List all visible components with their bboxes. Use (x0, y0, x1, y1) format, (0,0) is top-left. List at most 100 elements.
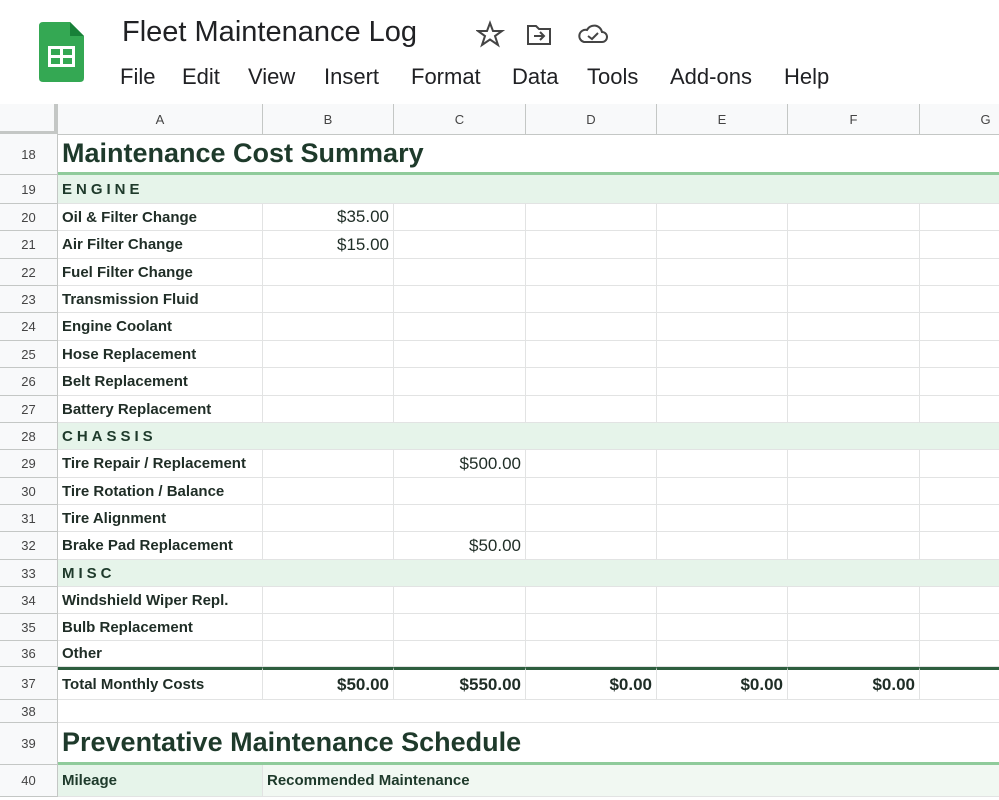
category-row[interactable]: CHASSIS (58, 423, 999, 450)
value-cell[interactable] (657, 368, 788, 396)
value-cell[interactable] (394, 478, 526, 505)
value-cell[interactable] (526, 313, 657, 341)
value-cell[interactable] (788, 396, 920, 423)
row-number[interactable]: 40 (0, 765, 58, 797)
value-cell[interactable]: $50.00 (263, 667, 394, 700)
row-label[interactable]: Total Monthly Costs (58, 667, 263, 700)
menu-item[interactable]: Tools (587, 64, 639, 89)
value-cell[interactable] (657, 231, 788, 259)
value-cell[interactable]: $0.00 (526, 667, 657, 700)
value-cell[interactable]: $500.00 (394, 450, 526, 478)
value-cell[interactable]: $35.00 (263, 204, 394, 231)
table-header-cell[interactable]: Mileage (58, 765, 263, 797)
row-number[interactable]: 31 (0, 505, 58, 532)
value-cell[interactable] (394, 587, 526, 614)
value-cell[interactable] (788, 313, 920, 341)
menu-item[interactable]: Format (411, 64, 481, 89)
row-number[interactable]: 30 (0, 478, 58, 505)
category-row[interactable]: ENGINE (58, 175, 999, 204)
value-cell[interactable] (394, 614, 526, 641)
value-cell[interactable] (526, 231, 657, 259)
section-title[interactable]: Preventative Maintenance Schedule (58, 723, 999, 765)
table-header-cell[interactable]: Recommended Maintenance (263, 765, 999, 797)
row-label[interactable]: Tire Repair / Replacement (58, 450, 263, 478)
value-cell[interactable] (788, 204, 920, 231)
value-cell[interactable] (657, 641, 788, 667)
value-cell[interactable] (394, 641, 526, 667)
value-cell[interactable] (526, 478, 657, 505)
value-cell[interactable] (788, 450, 920, 478)
value-cell[interactable] (788, 341, 920, 368)
value-cell[interactable] (394, 368, 526, 396)
section-title[interactable]: Maintenance Cost Summary (58, 134, 999, 175)
value-cell[interactable] (263, 641, 394, 667)
row-label[interactable]: Bulb Replacement (58, 614, 263, 641)
value-cell[interactable] (526, 641, 657, 667)
row-number[interactable]: 35 (0, 614, 58, 641)
value-cell[interactable] (526, 259, 657, 286)
value-cell[interactable] (788, 614, 920, 641)
select-all-corner[interactable] (0, 104, 58, 135)
column-header[interactable]: D (526, 104, 657, 135)
column-header[interactable]: C (394, 104, 526, 135)
sheets-logo[interactable] (38, 22, 86, 84)
value-cell[interactable] (263, 259, 394, 286)
value-cell[interactable] (657, 313, 788, 341)
value-cell[interactable] (263, 587, 394, 614)
value-cell[interactable]: $550.00 (394, 667, 526, 700)
value-cell[interactable] (788, 231, 920, 259)
value-cell[interactable] (263, 614, 394, 641)
value-cell[interactable] (263, 286, 394, 313)
value-cell[interactable] (920, 313, 999, 341)
row-label[interactable]: Belt Replacement (58, 368, 263, 396)
menu-item[interactable]: Insert (324, 64, 380, 89)
value-cell[interactable] (526, 204, 657, 231)
row-label[interactable]: Other (58, 641, 263, 667)
value-cell[interactable] (920, 396, 999, 423)
value-cell[interactable] (920, 204, 999, 231)
row-number[interactable]: 33 (0, 560, 58, 587)
value-cell[interactable]: $0.00 (657, 667, 788, 700)
row-label[interactable]: Fuel Filter Change (58, 259, 263, 286)
row-number[interactable]: 38 (0, 700, 58, 723)
value-cell[interactable] (920, 587, 999, 614)
value-cell[interactable] (920, 505, 999, 532)
value-cell[interactable] (788, 532, 920, 560)
row-label[interactable]: Engine Coolant (58, 313, 263, 341)
menu-item[interactable]: Data (512, 64, 559, 89)
row-label[interactable]: Tire Alignment (58, 505, 263, 532)
value-cell[interactable] (526, 396, 657, 423)
value-cell[interactable] (394, 259, 526, 286)
row-number[interactable]: 28 (0, 423, 58, 450)
value-cell[interactable] (920, 641, 999, 667)
value-cell[interactable] (526, 587, 657, 614)
menu-item[interactable]: Edit (182, 64, 220, 89)
value-cell[interactable] (526, 505, 657, 532)
value-cell[interactable] (526, 614, 657, 641)
value-cell[interactable] (263, 532, 394, 560)
value-cell[interactable] (526, 368, 657, 396)
row-number[interactable]: 20 (0, 204, 58, 231)
row-number[interactable]: 32 (0, 532, 58, 560)
menu-item[interactable]: File (120, 64, 156, 89)
menu-item[interactable]: Help (784, 64, 830, 89)
value-cell[interactable] (263, 505, 394, 532)
row-label[interactable]: Battery Replacement (58, 396, 263, 423)
value-cell[interactable] (657, 450, 788, 478)
value-cell[interactable] (526, 286, 657, 313)
value-cell[interactable] (920, 614, 999, 641)
value-cell[interactable] (263, 478, 394, 505)
value-cell[interactable] (394, 313, 526, 341)
row-number[interactable]: 37 (0, 667, 58, 700)
column-header[interactable]: G (920, 104, 999, 135)
doc-title[interactable]: Fleet Maintenance Log (122, 16, 418, 48)
value-cell[interactable] (657, 614, 788, 641)
row-label[interactable]: Brake Pad Replacement (58, 532, 263, 560)
value-cell[interactable]: $0.00 (920, 667, 999, 700)
value-cell[interactable] (920, 286, 999, 313)
value-cell[interactable] (657, 505, 788, 532)
row-number[interactable]: 18 (0, 134, 58, 175)
menu-item[interactable]: Add-ons (670, 64, 752, 89)
column-header[interactable]: B (263, 104, 394, 135)
row-number[interactable]: 22 (0, 259, 58, 286)
